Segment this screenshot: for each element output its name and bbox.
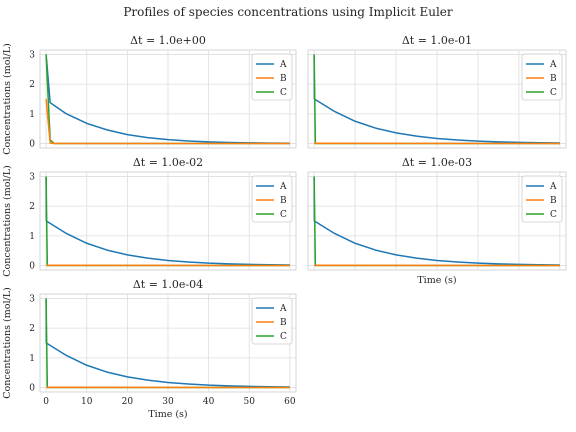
- legend: ABC: [251, 297, 293, 345]
- y-tick-label: 2: [29, 202, 35, 212]
- subplot-5: 0 10 20 30 40 50 60 0 1 2 3 Δt = 1.0e-04 Concentrati…: [2, 278, 297, 420]
- series-line-A: [313, 54, 560, 144]
- legend: ABC: [251, 175, 293, 223]
- x-tick-label: 0: [43, 397, 49, 407]
- legend-box: [251, 53, 293, 101]
- legend-box: [521, 53, 563, 101]
- x-tick-label: 60: [284, 397, 296, 407]
- y-axis-label: Concentrations (mol/L): [2, 43, 13, 154]
- legend-label: C: [550, 210, 557, 220]
- legend-label: A: [279, 304, 287, 314]
- legend-box: [251, 297, 293, 345]
- x-tick-label: 50: [244, 397, 256, 407]
- legend-label: A: [549, 60, 557, 70]
- subplot-4: Δt = 1.0e-03 Time (s) ABC: [307, 156, 567, 286]
- legend-label: A: [279, 182, 287, 192]
- series-line-A: [313, 176, 560, 266]
- subplot-title: Δt = 1.0e-01: [402, 34, 472, 47]
- y-tick-label: 0: [29, 384, 35, 394]
- legend-label: B: [550, 74, 557, 84]
- legend-label: C: [550, 88, 557, 98]
- y-tick-label: 3: [29, 50, 35, 60]
- y-tick-label: 1: [29, 354, 35, 364]
- series-line-B: [45, 98, 290, 145]
- y-tick-label: 0: [29, 140, 35, 150]
- y-tick-label: 3: [29, 294, 35, 304]
- legend-label: C: [280, 332, 287, 342]
- y-tick-label: 1: [29, 110, 35, 120]
- x-tick-label: 20: [122, 397, 134, 407]
- y-tick-label: 2: [29, 324, 35, 334]
- legend-label: B: [280, 74, 287, 84]
- subplot-2: Δt = 1.0e-01 ABC: [307, 34, 567, 149]
- y-tick-label: 2: [29, 80, 35, 90]
- y-tick-label: 3: [29, 172, 35, 182]
- x-tick-label: 40: [203, 397, 215, 407]
- legend-label: B: [280, 318, 287, 328]
- y-axis-label: Concentrations (mol/L): [2, 165, 13, 276]
- y-axis-label: Concentrations (mol/L): [2, 287, 13, 398]
- figure-suptitle: Profiles of species concentrations using…: [123, 5, 453, 19]
- y-tick-label: 1: [29, 232, 35, 242]
- legend: ABC: [521, 53, 563, 101]
- y-tick-label: 0: [29, 262, 35, 272]
- series-line-A: [45, 176, 290, 266]
- series-line-A: [45, 54, 290, 144]
- legend-box: [251, 175, 293, 223]
- legend-label: B: [280, 196, 287, 206]
- x-tick-label: 10: [81, 397, 93, 407]
- legend-label: C: [280, 88, 287, 98]
- subplot-1: 0 1 2 3 Δt = 1.0e+00 Concentrations (mol/L) AB…: [2, 34, 297, 155]
- subplot-title: Δt = 1.0e+00: [130, 34, 206, 47]
- series-line-A: [45, 298, 290, 388]
- legend: ABC: [251, 53, 293, 101]
- legend: ABC: [521, 175, 563, 223]
- x-tick-label: 30: [162, 397, 174, 407]
- legend-label: A: [279, 60, 287, 70]
- legend-label: A: [549, 182, 557, 192]
- subplot-3: 0 1 2 3 Δt = 1.0e-02 Concentrations (mol/L) AB…: [2, 156, 297, 277]
- x-axis-label: Time (s): [148, 409, 187, 420]
- legend-box: [521, 175, 563, 223]
- subplot-title: Δt = 1.0e-03: [402, 156, 472, 169]
- subplot-title: Δt = 1.0e-02: [133, 156, 203, 169]
- legend-label: B: [550, 196, 557, 206]
- subplot-title: Δt = 1.0e-04: [133, 278, 203, 291]
- legend-label: C: [280, 210, 287, 220]
- x-axis-label: Time (s): [417, 275, 456, 286]
